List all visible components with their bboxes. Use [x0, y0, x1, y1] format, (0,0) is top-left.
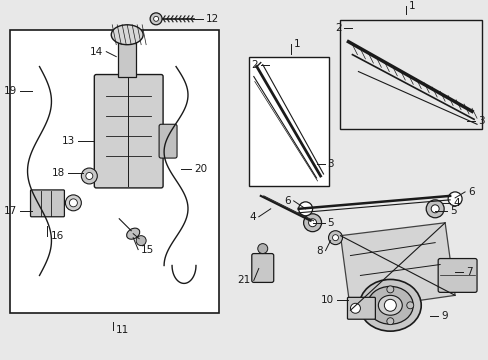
Text: 10: 10: [320, 295, 333, 305]
Text: 21: 21: [237, 275, 250, 285]
FancyBboxPatch shape: [251, 253, 273, 282]
FancyBboxPatch shape: [94, 75, 163, 188]
Text: 20: 20: [194, 164, 207, 174]
Text: 1: 1: [293, 39, 300, 49]
Circle shape: [86, 172, 93, 180]
Text: 11: 11: [116, 325, 129, 335]
FancyBboxPatch shape: [248, 57, 328, 186]
Text: 3: 3: [477, 116, 484, 126]
FancyBboxPatch shape: [340, 20, 481, 129]
Circle shape: [332, 235, 338, 240]
Text: 4: 4: [452, 198, 459, 208]
Text: 4: 4: [249, 212, 255, 222]
Circle shape: [150, 13, 162, 25]
Text: 15: 15: [141, 244, 154, 255]
Text: 12: 12: [205, 14, 219, 24]
Circle shape: [257, 244, 267, 253]
Ellipse shape: [359, 279, 420, 331]
Circle shape: [406, 302, 413, 309]
FancyBboxPatch shape: [10, 30, 219, 313]
FancyBboxPatch shape: [30, 190, 64, 217]
Text: 18: 18: [52, 168, 65, 178]
Ellipse shape: [111, 25, 143, 45]
Ellipse shape: [378, 295, 402, 315]
Circle shape: [426, 200, 443, 218]
Circle shape: [298, 202, 312, 216]
Text: 8: 8: [315, 246, 322, 256]
Circle shape: [153, 16, 158, 21]
Circle shape: [384, 299, 395, 311]
Circle shape: [350, 303, 360, 313]
Circle shape: [328, 231, 342, 244]
Text: 17: 17: [3, 206, 17, 216]
Circle shape: [303, 214, 321, 232]
Polygon shape: [340, 223, 454, 310]
Circle shape: [366, 302, 373, 309]
Text: 1: 1: [408, 1, 415, 11]
Text: 13: 13: [62, 136, 75, 146]
Circle shape: [386, 286, 393, 293]
Text: 6: 6: [467, 187, 474, 197]
Circle shape: [136, 236, 146, 246]
Ellipse shape: [366, 287, 412, 324]
Text: 14: 14: [90, 47, 103, 57]
Circle shape: [386, 318, 393, 325]
FancyBboxPatch shape: [347, 297, 375, 319]
Text: 7: 7: [465, 267, 472, 278]
Circle shape: [65, 195, 81, 211]
Text: 5: 5: [327, 218, 333, 228]
Text: 5: 5: [449, 206, 456, 216]
Ellipse shape: [126, 228, 140, 239]
Text: 19: 19: [3, 86, 17, 96]
Circle shape: [308, 219, 316, 227]
Text: 2: 2: [251, 60, 257, 69]
Circle shape: [81, 168, 97, 184]
Circle shape: [447, 192, 461, 206]
Text: 16: 16: [50, 231, 63, 241]
Circle shape: [69, 199, 77, 207]
Text: 2: 2: [334, 23, 341, 33]
Text: 3: 3: [327, 159, 333, 169]
Circle shape: [430, 205, 438, 213]
FancyBboxPatch shape: [159, 124, 177, 158]
FancyBboxPatch shape: [118, 42, 136, 77]
Text: 6: 6: [284, 196, 290, 206]
Text: 9: 9: [440, 311, 447, 321]
FancyBboxPatch shape: [437, 258, 476, 292]
